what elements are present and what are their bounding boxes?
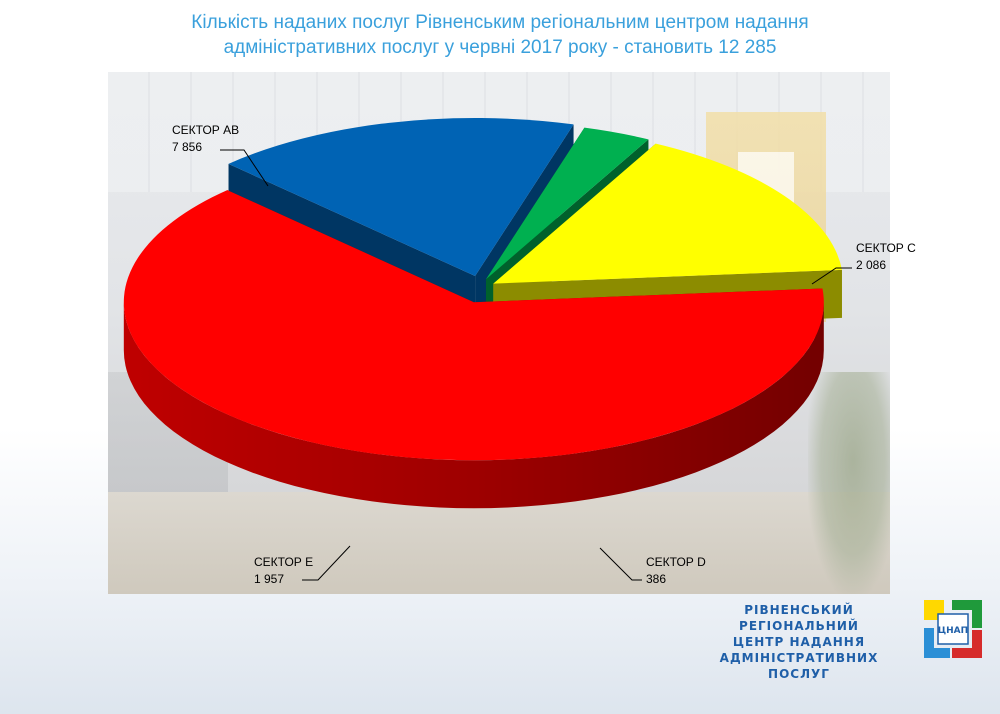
pie-slice-2-top	[228, 117, 574, 276]
photo-floor	[108, 492, 890, 594]
logo-square-red	[952, 630, 982, 658]
slice-labels: СЕКТОР АВ 7 856 СЕКТОР С 2 086 СЕКТОР D 386 СЕ…	[172, 123, 916, 586]
organization-name: РІВНЕНСЬКИЙ РЕГІОНАЛЬНИЙ ЦЕНТР НАДАННЯ А…	[690, 602, 908, 682]
slice-value-1: 7 856	[172, 140, 202, 154]
slice-label-2: СЕКТОР С	[856, 241, 916, 255]
pie-slice-1-top	[123, 190, 824, 461]
chart-title-line-2: адміністративних послуг у червні 2017 ро…	[223, 37, 777, 58]
organization-name-line-2: ЦЕНТР НАДАННЯ	[732, 635, 866, 649]
slice-label-1: СЕКТОР АВ	[172, 123, 239, 137]
slice-label-3: СЕКТОР D	[646, 555, 706, 569]
slice-value-2: 2 086	[856, 258, 886, 272]
logo-mark-text: ЦНАП	[938, 626, 968, 636]
pie-slice-1-rim	[123, 302, 824, 509]
pie-slice-3-top	[485, 127, 649, 280]
logo-badge	[937, 613, 969, 645]
photo-plant	[808, 372, 890, 594]
leader-line-4	[302, 545, 351, 581]
pie-slices	[123, 117, 842, 509]
organization-name-line-3: АДМІНІСТРАТИВНИХ ПОСЛУГ	[719, 651, 879, 681]
chart-title: Кількість наданих послуг Рівненським рег…	[0, 10, 1000, 60]
chart-title-line-1: Кількість наданих послуг Рівненським рег…	[191, 12, 809, 33]
pie-slice-4-top	[493, 143, 842, 284]
leader-lines	[220, 149, 852, 581]
pie-slice-1	[123, 190, 824, 509]
logo-square-green	[952, 600, 982, 628]
slice-label-4: СЕКТОР Е	[254, 555, 313, 569]
slice-value-4: 1 957	[254, 572, 284, 586]
leader-line-2	[811, 267, 852, 285]
organization-name-line-1: РІВНЕНСЬКИЙ РЕГІОНАЛЬНИЙ	[739, 603, 859, 633]
cnap-logo-icon: ЦНАП	[924, 600, 982, 658]
leader-line-3	[599, 547, 642, 581]
slice-value-3: 386	[646, 572, 666, 586]
leader-line-1	[220, 149, 269, 187]
logo-square-blue	[924, 628, 950, 658]
